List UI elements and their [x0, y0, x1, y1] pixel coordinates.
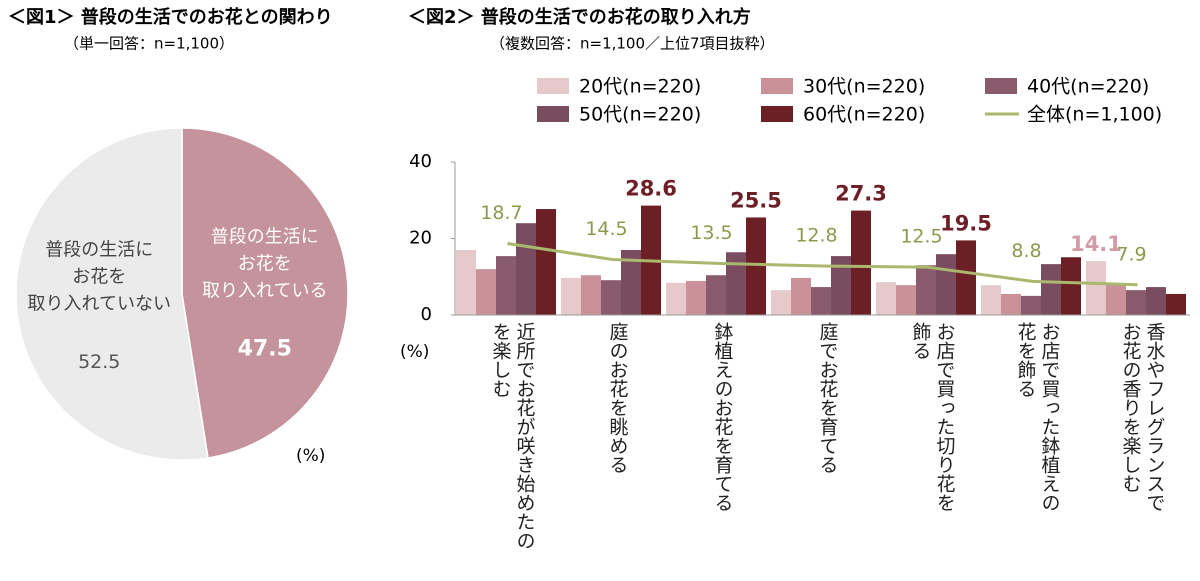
- bar-title: ＜図2＞ 普段の生活でのお花の取り入れ方: [408, 6, 751, 28]
- x-tick-label-line: を楽しむ: [489, 322, 512, 398]
- bar: [1166, 293, 1186, 315]
- legend-swatch: [537, 78, 569, 94]
- bar: [456, 249, 476, 315]
- legend-label: 60代(n=220): [803, 104, 925, 126]
- bar: [1106, 284, 1126, 315]
- legend-label: 全体(n=1,100): [1027, 104, 1162, 126]
- bar: [561, 277, 581, 315]
- bar: [1041, 264, 1061, 315]
- bar: [791, 277, 811, 315]
- bar: [956, 240, 976, 315]
- line-value-label: 13.5: [690, 222, 732, 244]
- bar: [811, 287, 831, 315]
- line-value-label: 7.9: [1116, 243, 1146, 265]
- bar: [476, 269, 496, 315]
- bar: [1061, 257, 1081, 315]
- bar: [746, 217, 766, 315]
- bar-value-label: 25.5: [730, 188, 782, 212]
- pie-unit: (%): [296, 446, 325, 466]
- x-tick-label: 香水やフレグランスで お花の香りを楽しむ: [1120, 322, 1166, 512]
- line-value-label: 12.8: [795, 225, 837, 247]
- y-tick-label: 0: [421, 304, 432, 325]
- slice-value: 47.5: [238, 336, 292, 361]
- slice-label: 取り入れていない: [28, 294, 171, 315]
- bar: [771, 290, 791, 315]
- line-value-label: 12.5: [900, 226, 942, 248]
- x-tick-label: 近所でお花が咲き始めたの を楽しむ: [490, 322, 536, 550]
- legend-label: 20代(n=220): [579, 76, 701, 98]
- slice-label: お花を: [238, 253, 292, 274]
- bar: [666, 282, 686, 315]
- legend-swatch: [761, 78, 793, 94]
- pie-slice: [15, 127, 209, 461]
- bar: [1086, 261, 1106, 315]
- bar: [581, 275, 601, 315]
- slice-value: 52.5: [78, 351, 120, 373]
- bar-value-label: 14.1: [1070, 232, 1122, 256]
- line: [507, 241, 1138, 287]
- x-tick-label-line: 近所でお花が咲き始めたの: [513, 322, 536, 550]
- line-value-label: 14.5: [585, 218, 627, 240]
- legend-swatch: [537, 106, 569, 122]
- x-tick-label-line: 庭のお花を眺める: [606, 322, 629, 474]
- legend-label: 50代(n=220): [579, 104, 701, 126]
- bar-value-label: 27.3: [835, 182, 887, 206]
- bar: [1001, 293, 1021, 315]
- bar-unit: (%): [400, 342, 429, 362]
- pie-title: ＜図1＞ 普段の生活でのお花との関わり: [8, 6, 333, 28]
- x-tick-label-line: 庭でお花を育てる: [816, 322, 839, 474]
- pie-slice: [181, 127, 349, 459]
- y-tick-label: 20: [409, 228, 432, 249]
- x-tick-label: お店で買った鉢植えの 花を飾る: [1015, 322, 1061, 512]
- bar: [1021, 295, 1041, 315]
- legend-label: 40代(n=220): [1027, 76, 1149, 98]
- x-tick-label: お店で買った切り花を 飾る: [910, 322, 956, 512]
- x-tick-label: 庭のお花を眺める: [607, 322, 629, 474]
- x-tick-label-line: 飾る: [909, 322, 932, 360]
- line-value-label: 8.8: [1011, 240, 1041, 262]
- bar: [536, 209, 556, 315]
- x-tick-label-line: 花を飾る: [1014, 322, 1037, 398]
- bar: [916, 265, 936, 315]
- slice-label: 普段の生活に: [45, 240, 153, 261]
- line-value-label: 18.7: [480, 202, 522, 224]
- x-tick-label-line: 鉢植えのお花を育てる: [711, 322, 734, 512]
- x-tick-label-line: お店で買った切り花を: [933, 322, 956, 512]
- bar: [1146, 287, 1166, 315]
- bar: [831, 256, 851, 315]
- bar: [601, 280, 621, 315]
- slice-label: 普段の生活に: [211, 226, 319, 247]
- bar: [516, 223, 536, 315]
- legend-swatch: [985, 78, 1017, 94]
- slice-label: 取り入れている: [202, 280, 327, 301]
- y-tick-label: 40: [409, 151, 432, 172]
- x-tick-label: 鉢植えのお花を育てる: [712, 322, 734, 512]
- x-tick-label-line: お店で買った鉢植えの: [1038, 322, 1061, 512]
- legend-swatch: [761, 106, 793, 122]
- bar-subtitle: （複数回答：n=1,100／上位7項目抜粋）: [490, 35, 775, 53]
- bar: [496, 256, 516, 315]
- bar-value-label: 19.5: [940, 211, 992, 235]
- pie-subtitle: （単一回答：n=1,100）: [64, 35, 234, 53]
- x-tick-label-line: お花の香りを楽しむ: [1119, 322, 1142, 493]
- bar: [686, 280, 706, 315]
- bar: [851, 210, 871, 315]
- bar: [876, 282, 896, 315]
- bar: [706, 275, 726, 315]
- x-tick-label: 庭でお花を育てる: [817, 322, 839, 474]
- bar: [936, 254, 956, 315]
- bar-value-label: 28.6: [625, 177, 677, 201]
- legend-label: 30代(n=220): [803, 76, 925, 98]
- slice-label: お花を: [72, 267, 126, 288]
- bar: [981, 285, 1001, 315]
- bar: [726, 252, 746, 315]
- bar: [896, 285, 916, 315]
- bar: [621, 249, 641, 315]
- x-tick-label-line: 香水やフレグランスで: [1143, 322, 1166, 512]
- bar: [1126, 290, 1146, 315]
